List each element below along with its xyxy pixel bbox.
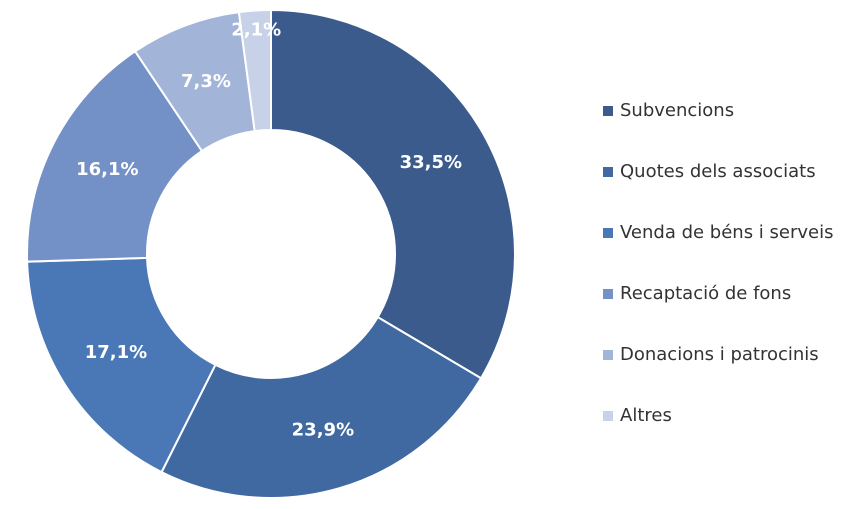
data-label: 33,5% bbox=[400, 152, 462, 173]
data-label: 23,9% bbox=[292, 420, 354, 441]
legend-label: Subvencions bbox=[620, 100, 734, 121]
data-label: 17,1% bbox=[85, 342, 147, 363]
legend-swatch bbox=[603, 167, 613, 177]
donut-slice bbox=[160, 315, 483, 499]
donut-slice bbox=[270, 8, 516, 380]
legend-swatch bbox=[603, 350, 613, 360]
donut-slice bbox=[26, 256, 217, 474]
data-label: 16,1% bbox=[76, 159, 138, 180]
legend-label: Donacions i patrocinis bbox=[620, 344, 819, 365]
legend-swatch bbox=[603, 106, 613, 116]
legend-label: Altres bbox=[620, 405, 672, 426]
legend-swatch bbox=[603, 228, 613, 238]
legend-swatch bbox=[603, 411, 613, 421]
donut-slice bbox=[237, 8, 272, 133]
legend-swatch bbox=[603, 289, 613, 299]
donut-slice bbox=[26, 49, 204, 263]
data-label: 7,3% bbox=[181, 71, 231, 92]
legend-label: Quotes dels associats bbox=[620, 161, 816, 182]
data-label: 2,1% bbox=[231, 19, 281, 40]
legend-label: Recaptació de fons bbox=[620, 283, 791, 304]
legend-label: Venda de béns i serveis bbox=[620, 222, 834, 243]
